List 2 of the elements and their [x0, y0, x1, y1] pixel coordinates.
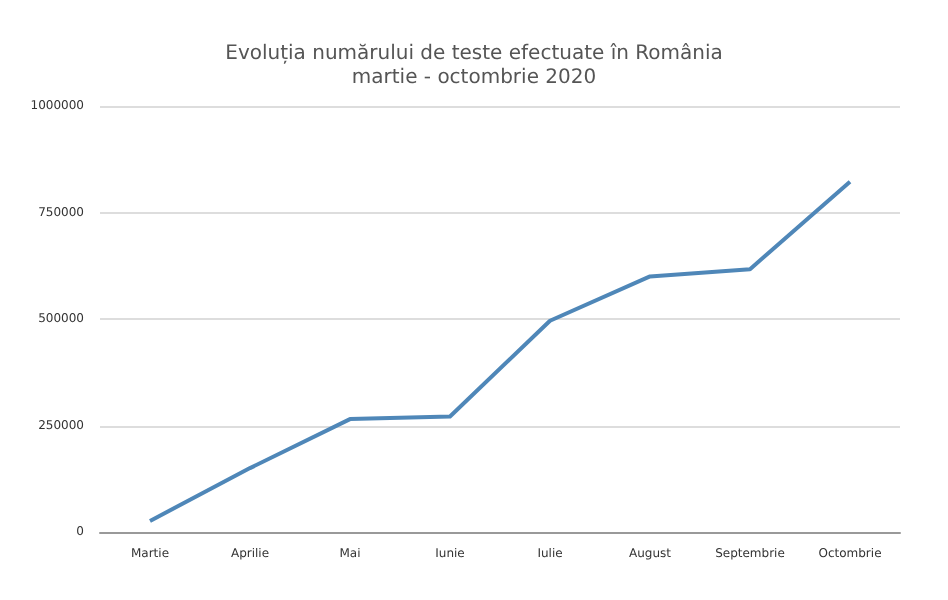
chart-title: Evoluția numărului de teste efectuate în România martie - octombrie 2020: [225, 43, 723, 89]
line-series: [148, 179, 852, 523]
